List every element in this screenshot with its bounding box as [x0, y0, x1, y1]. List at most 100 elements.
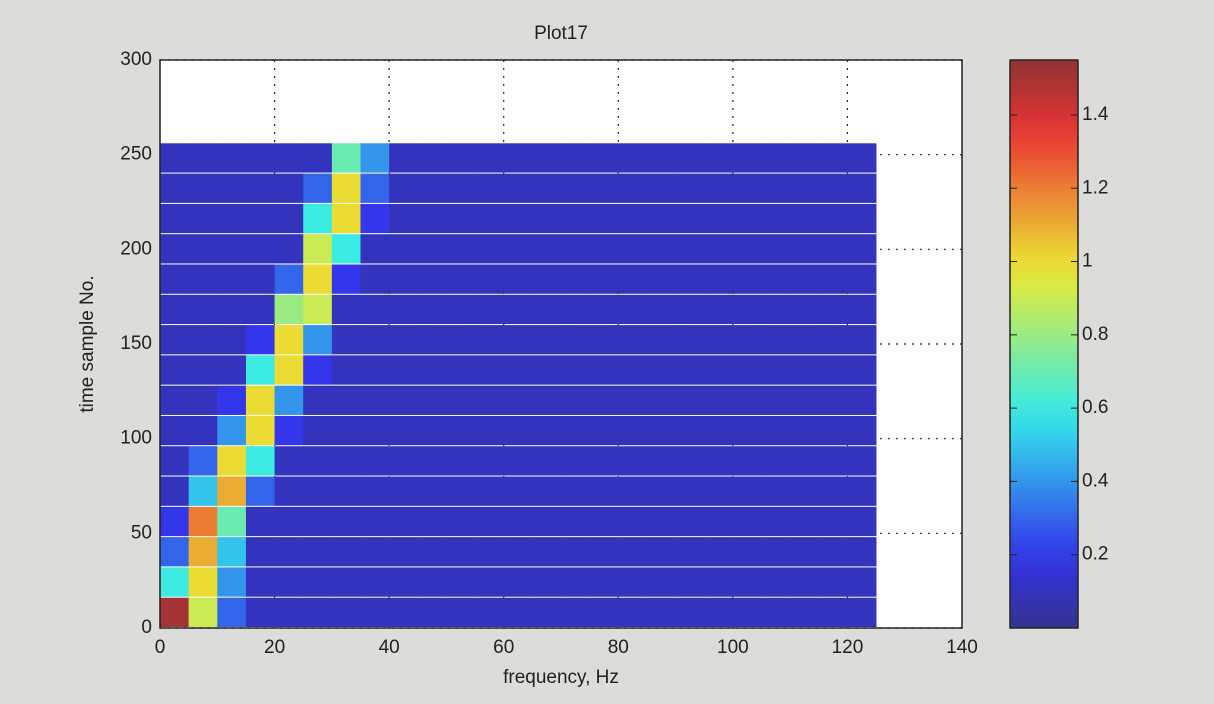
- heatmap-cell: [532, 294, 562, 325]
- heatmap-cell: [446, 537, 476, 567]
- heatmap-cell: [475, 234, 505, 264]
- heatmap-cell: [618, 446, 648, 476]
- heatmap-cell: [217, 143, 247, 173]
- colorbar-tick-label: 0.8: [1082, 324, 1108, 345]
- heatmap-cell: [675, 325, 705, 355]
- heatmap-cell: [790, 234, 820, 264]
- heatmap-cell: [331, 446, 361, 476]
- heatmap-cell: [188, 325, 218, 355]
- heatmap-cell: [675, 234, 705, 264]
- heatmap-cell: [561, 446, 591, 476]
- heatmap-cell: [417, 446, 447, 476]
- heatmap-cell: [475, 506, 505, 537]
- heatmap-cell: [331, 264, 361, 294]
- heatmap-cell: [274, 355, 304, 385]
- heatmap-cell: [589, 173, 619, 203]
- heatmap-cell: [790, 294, 820, 325]
- heatmap-cell: [675, 143, 705, 173]
- heatmap-cell: [274, 385, 304, 415]
- heatmap-cell: [561, 415, 591, 446]
- heatmap-cell: [446, 294, 476, 325]
- heatmap-cell: [160, 597, 190, 627]
- heatmap-cell: [561, 597, 591, 627]
- heatmap-cell: [589, 415, 619, 446]
- heatmap-cell: [675, 203, 705, 234]
- heatmap-cell: [790, 446, 820, 476]
- heatmap-cell: [417, 294, 447, 325]
- axes-frame: [159, 59, 963, 629]
- heatmap-cell: [732, 597, 762, 627]
- heatmap-cell: [417, 203, 447, 234]
- heatmap-cell: [188, 567, 218, 597]
- heatmap-cell: [274, 537, 304, 567]
- heatmap-cell: [532, 537, 562, 567]
- heatmap-cell: [761, 264, 791, 294]
- heatmap-cell: [704, 385, 734, 415]
- heatmap-cell: [646, 446, 676, 476]
- colorbar-tick-label: 0.6: [1082, 397, 1108, 418]
- heatmap-cell: [217, 355, 247, 385]
- heatmap-cell: [790, 264, 820, 294]
- heatmap-cell: [818, 415, 848, 446]
- heatmap-cell: [818, 325, 848, 355]
- heatmap-cell: [417, 355, 447, 385]
- heatmap-cell: [704, 264, 734, 294]
- heatmap-cell: [704, 537, 734, 567]
- x-tick-label: 120: [832, 637, 864, 658]
- heatmap-cell: [303, 446, 333, 476]
- heatmap-cell: [532, 203, 562, 234]
- heatmap-cell: [847, 446, 877, 476]
- heatmap-cell: [532, 173, 562, 203]
- heatmap-cell: [704, 446, 734, 476]
- heatmap-cell: [303, 415, 333, 446]
- heatmap-cell: [503, 385, 533, 415]
- heatmap-cell: [561, 143, 591, 173]
- heatmap-cell: [160, 446, 190, 476]
- heatmap-cell: [618, 264, 648, 294]
- heatmap-cell: [245, 537, 275, 567]
- heatmap-cell: [217, 446, 247, 476]
- heatmap-cell: [245, 567, 275, 597]
- heatmap-cell: [704, 173, 734, 203]
- heatmap-cell: [188, 173, 218, 203]
- colorbar-tick-label: 1.2: [1082, 177, 1108, 198]
- heatmap-cell: [303, 567, 333, 597]
- heatmap-cell: [303, 294, 333, 325]
- heatmap-cell: [217, 567, 247, 597]
- heatmap-cell: [503, 264, 533, 294]
- heatmap-cell: [188, 415, 218, 446]
- heatmap-cell: [618, 385, 648, 415]
- heatmap-cell: [847, 203, 877, 234]
- heatmap-cell: [761, 446, 791, 476]
- heatmap-cell: [475, 415, 505, 446]
- heatmap-cell: [417, 264, 447, 294]
- heatmap-cell: [274, 143, 304, 173]
- heatmap-cell: [360, 415, 390, 446]
- heatmap-cell: [188, 234, 218, 264]
- heatmap-cell: [532, 385, 562, 415]
- heatmap-cell: [389, 567, 419, 597]
- heatmap-cell: [331, 506, 361, 537]
- heatmap-cell: [761, 143, 791, 173]
- heatmap-cell: [360, 173, 390, 203]
- heatmap-cell: [618, 506, 648, 537]
- heatmap-cell: [160, 567, 190, 597]
- heatmap-cell: [675, 506, 705, 537]
- heatmap-cell: [417, 143, 447, 173]
- heatmap-cell: [589, 567, 619, 597]
- heatmap-cell: [818, 173, 848, 203]
- heatmap-cell: [818, 567, 848, 597]
- heatmap-cell: [818, 294, 848, 325]
- heatmap-cell: [389, 476, 419, 506]
- heatmap-cell: [790, 476, 820, 506]
- heatmap-cell: [589, 506, 619, 537]
- heatmap-cell: [188, 506, 218, 537]
- heatmap-cell: [245, 355, 275, 385]
- heatmap-cell: [217, 294, 247, 325]
- heatmap-cell: [818, 446, 848, 476]
- heatmap-cell: [446, 446, 476, 476]
- heatmap-cell: [274, 173, 304, 203]
- heatmap-cell: [732, 385, 762, 415]
- heatmap-cell: [675, 385, 705, 415]
- heatmap-cell: [417, 567, 447, 597]
